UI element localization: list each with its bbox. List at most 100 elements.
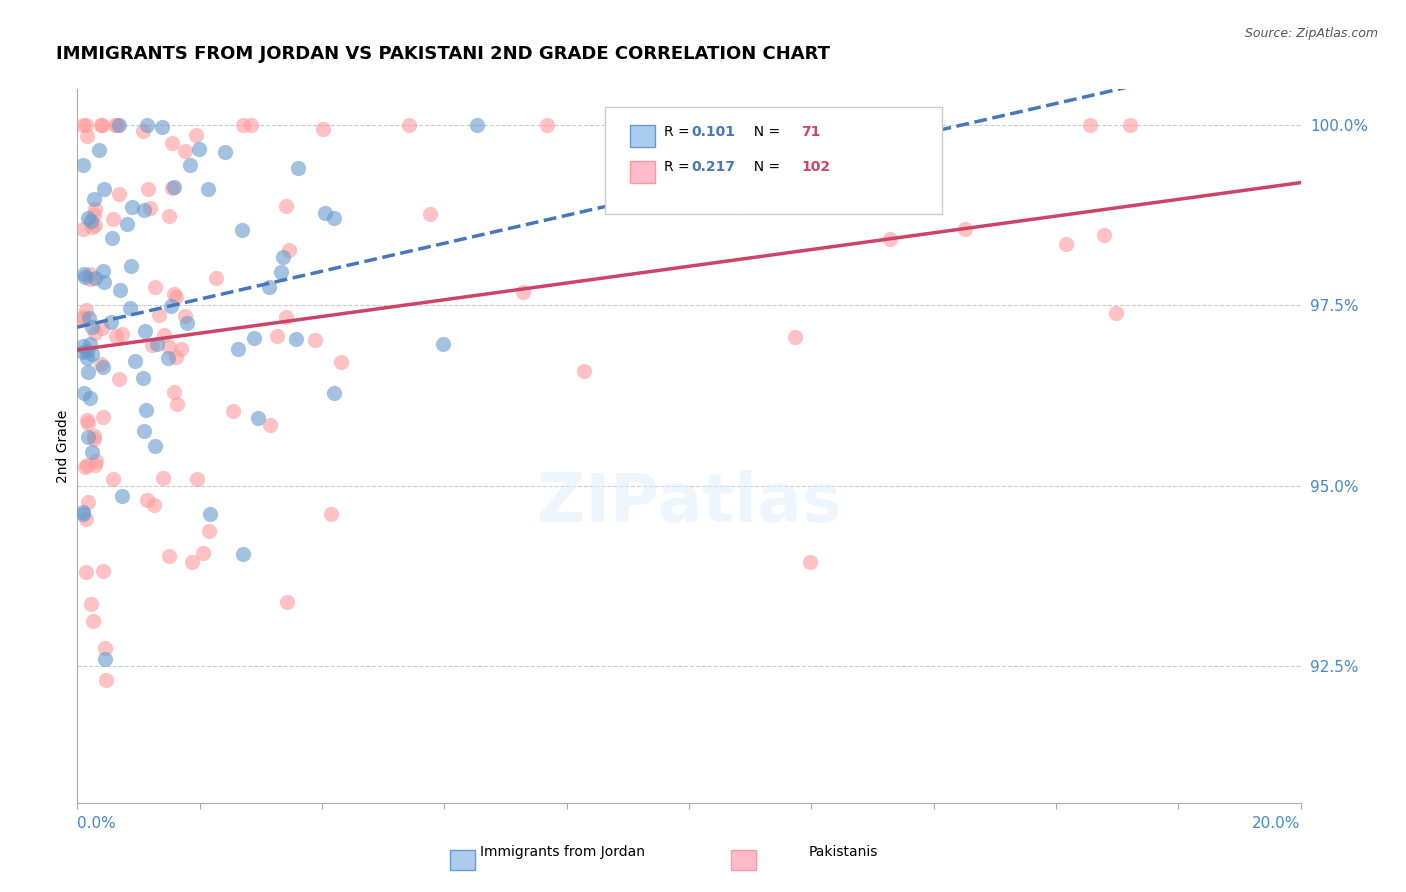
Point [314,206,336,220]
Point [82,615,104,629]
Point [1119,118,1142,132]
Point [174,309,197,323]
Point [186,472,208,486]
Text: 20.0%: 20.0% [1253,816,1301,830]
Point [75,565,97,579]
Point [271,250,294,264]
Point [89,144,111,158]
Point [162,384,184,399]
Text: Source: ZipAtlas.com: Source: ZipAtlas.com [1244,27,1378,40]
Point [111,326,134,341]
Point [135,403,157,417]
Point [278,243,301,257]
Point [108,187,131,202]
Point [143,498,166,512]
Point [226,342,249,356]
Point [174,145,197,159]
Point [163,180,186,194]
Point [134,324,156,338]
Point [193,546,215,560]
Point [108,371,131,385]
Point [72,310,94,324]
Point [152,328,174,343]
Point [79,311,101,326]
Point [143,439,166,453]
Point [72,344,94,359]
Point [319,507,342,521]
Point [650,118,672,132]
Point [105,118,128,132]
Point [270,265,292,279]
Point [198,524,221,539]
Point [287,161,309,175]
Text: 0.101: 0.101 [692,125,735,138]
Point [73,385,96,400]
Point [84,454,107,468]
Point [84,326,107,340]
Point [84,202,107,216]
Point [82,347,104,361]
Point [187,142,209,156]
Point [274,199,297,213]
Point [536,118,558,132]
Point [148,309,170,323]
Point [214,145,236,160]
Point [76,413,98,427]
Text: 71: 71 [801,125,821,138]
Point [108,283,131,297]
Point [124,354,146,368]
Point [146,337,169,351]
Point [75,302,97,317]
Point [184,128,207,142]
Point [100,315,122,329]
Point [232,118,254,132]
Text: 0.217: 0.217 [692,161,735,174]
Point [77,416,100,430]
Point [83,271,105,285]
Point [93,640,115,655]
Point [170,342,193,356]
Point [304,333,326,347]
Point [132,370,155,384]
Point [239,118,262,132]
Point [91,264,114,278]
Point [79,337,101,351]
Point [205,270,228,285]
Point [197,182,219,196]
Point [73,270,96,285]
Text: R =: R = [664,161,693,174]
Point [90,357,112,371]
Point [150,120,173,135]
Point [117,217,139,231]
Point [104,118,127,132]
Point [879,232,901,246]
Point [259,417,281,432]
Text: N =: N = [745,125,785,138]
Point [120,259,142,273]
Point [276,595,298,609]
Point [165,350,187,364]
Text: N =: N = [745,161,785,174]
Point [266,329,288,343]
Point [727,200,749,214]
Point [232,547,254,561]
Text: Immigrants from Jordan: Immigrants from Jordan [479,846,645,859]
Point [111,489,134,503]
Text: ZIPatlas: ZIPatlas [537,470,841,536]
Point [330,354,353,368]
Text: 102: 102 [801,161,831,174]
Point [72,507,94,521]
Point [157,339,180,353]
Point [91,564,114,578]
Point [79,271,101,285]
Point [80,219,103,234]
Point [323,386,346,401]
Point [134,424,156,438]
Point [179,158,201,172]
Point [120,301,142,315]
Point [1092,227,1115,242]
Point [162,136,184,150]
Point [72,505,94,519]
Point [73,267,96,281]
Point [76,129,98,144]
